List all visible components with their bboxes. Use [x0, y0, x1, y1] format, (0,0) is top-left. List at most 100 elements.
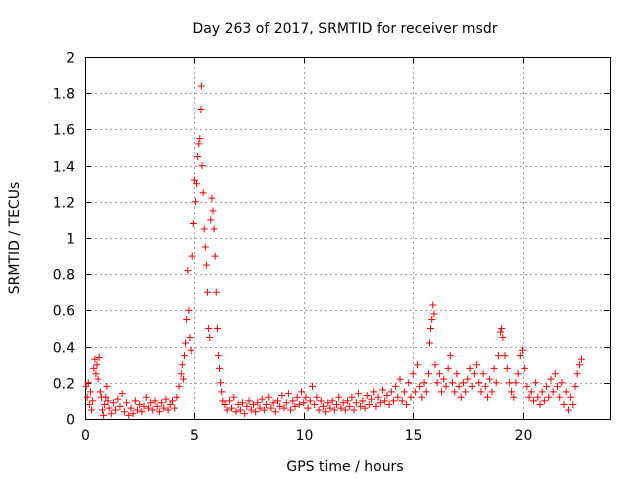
data-point — [295, 401, 303, 409]
data-point — [317, 397, 325, 405]
data-point — [514, 370, 522, 378]
data-point — [86, 388, 94, 396]
data-point — [477, 388, 485, 396]
data-point — [183, 315, 191, 323]
data-point — [560, 401, 568, 409]
data-point — [96, 388, 104, 396]
data-point — [138, 408, 146, 416]
y-tick-label: 0 — [66, 413, 75, 429]
x-axis-label: GPS time / hours — [286, 459, 403, 475]
data-point — [407, 393, 415, 401]
data-point — [199, 189, 207, 197]
data-point — [374, 393, 382, 401]
data-point — [123, 399, 131, 407]
data-point — [473, 361, 481, 369]
data-point — [225, 397, 233, 405]
data-point — [109, 399, 117, 407]
data-point — [216, 364, 224, 372]
data-point — [433, 379, 441, 387]
x-tick-label: 20 — [515, 428, 533, 444]
data-point — [505, 379, 513, 387]
data-point — [232, 408, 240, 416]
data-point — [162, 395, 170, 403]
data-point — [464, 375, 472, 383]
data-point — [532, 379, 540, 387]
data-point — [337, 404, 345, 412]
data-point — [490, 364, 498, 372]
data-point — [118, 390, 126, 398]
data-point — [223, 406, 231, 414]
data-point — [196, 134, 204, 142]
y-tick-label: 2 — [66, 51, 75, 67]
data-point — [144, 404, 152, 412]
data-point — [420, 379, 428, 387]
data-point — [564, 406, 572, 414]
x-tick-labels: 0 5 10 15 20 — [81, 428, 532, 444]
data-point — [102, 393, 110, 401]
data-point — [200, 225, 208, 233]
data-point — [249, 401, 257, 409]
y-tick-label: 1.4 — [53, 160, 75, 176]
data-point — [104, 397, 112, 405]
data-point — [302, 393, 310, 401]
data-point — [211, 252, 219, 260]
data-point — [424, 370, 432, 378]
data-point — [339, 399, 347, 407]
data-point — [234, 401, 242, 409]
data-point — [481, 382, 489, 390]
data-point — [322, 408, 330, 416]
data-point — [185, 306, 193, 314]
grid-lines — [85, 57, 610, 419]
data-point — [363, 391, 371, 399]
data-point — [291, 402, 299, 410]
data-point — [405, 379, 413, 387]
data-point — [554, 382, 561, 390]
data-point — [486, 375, 494, 383]
data-point — [479, 370, 487, 378]
data-point — [438, 388, 446, 396]
data-point — [84, 379, 92, 387]
data-point — [411, 388, 419, 396]
data-point — [313, 393, 321, 401]
data-point — [459, 379, 467, 387]
data-point — [475, 379, 483, 387]
data-point — [501, 352, 509, 360]
data-point — [197, 105, 205, 113]
data-point — [88, 406, 96, 414]
data-point — [197, 82, 205, 90]
data-point — [289, 397, 297, 405]
data-point — [265, 393, 273, 401]
y-tick-label: 0.8 — [53, 268, 75, 284]
data-point — [488, 388, 496, 396]
data-point — [177, 370, 185, 378]
data-point — [538, 388, 546, 396]
data-point — [190, 176, 198, 184]
data-point — [414, 361, 421, 369]
data-point — [575, 361, 583, 369]
data-point — [381, 397, 389, 405]
data-point — [494, 352, 502, 360]
data-point — [201, 243, 209, 251]
data-point — [182, 339, 190, 347]
data-point — [431, 361, 439, 369]
data-point — [153, 402, 161, 410]
data-point — [252, 408, 260, 416]
data-point — [189, 220, 197, 228]
data-point — [213, 325, 221, 332]
data-point — [444, 364, 452, 372]
data-point — [510, 393, 518, 401]
data-point — [178, 361, 186, 369]
data-point — [549, 388, 557, 396]
y-tick-label: 1.6 — [53, 123, 75, 139]
data-point — [341, 406, 349, 414]
data-point — [468, 382, 476, 390]
data-point — [300, 399, 308, 407]
data-point — [284, 390, 292, 398]
data-point — [573, 370, 581, 378]
data-point — [173, 393, 181, 401]
data-point — [287, 406, 295, 414]
data-point — [385, 401, 393, 409]
data-point — [134, 406, 141, 414]
data-point — [449, 379, 456, 387]
